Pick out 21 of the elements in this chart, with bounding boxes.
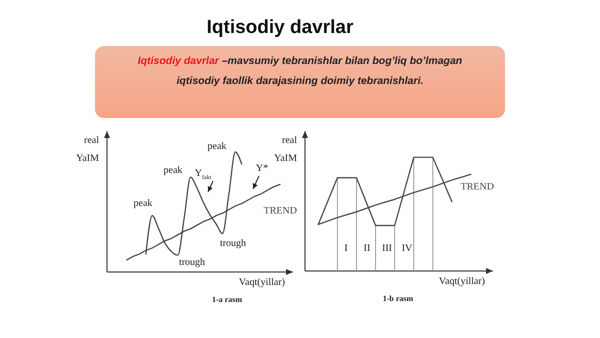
annotation: I [344,243,348,254]
x-axis-title: Vaqt(yillar) [438,276,485,287]
series-label: TREND [460,181,494,192]
annotation: trough [178,257,206,268]
annotation: III [382,243,392,254]
y-axis-title: real YaIM [76,135,100,164]
annotation: peak [208,141,226,152]
text: 1-b rasm [382,294,414,303]
annotation: Y* [256,163,268,174]
annotation: II [364,243,370,254]
y-axis-title: real YaIM [274,135,298,164]
annotation: peak [134,198,152,209]
series-label: TREND [264,205,297,216]
annotation: trough [220,238,246,249]
annotation: IV [402,243,414,254]
chart-subtitle: Iqtisodiy davrlar –mavsumiy tebranishlar bilan bog’liq bo’lmagan iqtisodiy faollik darajasining doimiy tebranishlari. [138,55,462,87]
annotation: Y$_{fakt}$ [194,168,212,181]
annotation: peak [164,165,182,176]
chart-title: Iqtisodiy davrlar [206,17,354,38]
x-axis-title: Vaqt(yillar) [238,277,285,288]
text: 1-a rasm [212,295,242,304]
